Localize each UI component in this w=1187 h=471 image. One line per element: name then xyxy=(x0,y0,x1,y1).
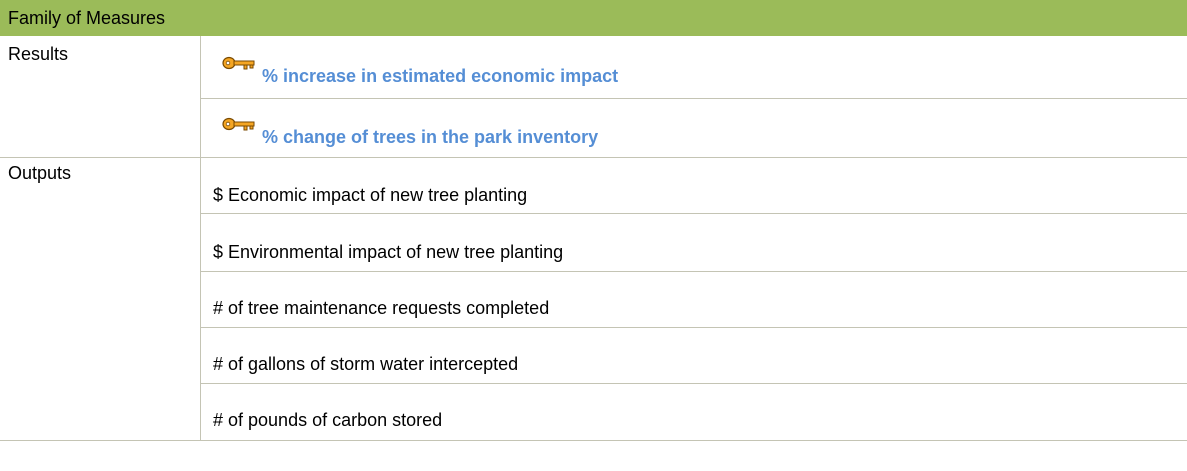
measure: $ Economic impact of new tree planting xyxy=(213,185,528,205)
key-icon xyxy=(222,56,255,70)
row-line xyxy=(200,98,1187,99)
key-measure: % increase in estimated economic impact xyxy=(262,66,619,86)
row-line xyxy=(200,271,1187,272)
header-title: Family of Measures xyxy=(8,8,166,28)
measure: # of pounds of carbon stored xyxy=(213,410,443,430)
measure: $ Environmental impact of new tree plant… xyxy=(213,242,564,262)
section-line xyxy=(0,157,1187,158)
row-label: Results xyxy=(8,44,69,64)
row-line xyxy=(200,213,1187,214)
key-icon xyxy=(222,117,255,131)
row-label: Outputs xyxy=(8,163,72,183)
bottom-line xyxy=(0,440,1187,441)
measure: # of tree maintenance requests completed xyxy=(213,298,550,318)
column-divider xyxy=(200,36,201,441)
table-header: Family of Measures xyxy=(0,0,1187,36)
key-measure: % change of trees in the park inventory xyxy=(262,127,599,147)
row-line xyxy=(200,383,1187,384)
measure: # of gallons of storm water intercepted xyxy=(213,354,519,374)
row-line xyxy=(200,327,1187,328)
